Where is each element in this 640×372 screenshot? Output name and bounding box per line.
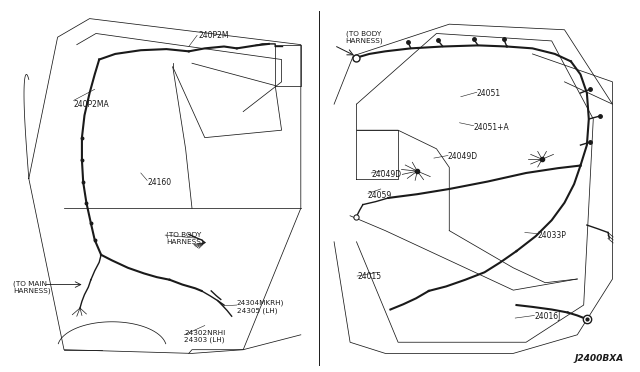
Text: 24016J: 24016J bbox=[534, 312, 561, 321]
Text: 24304MKRH)
24305 (LH): 24304MKRH) 24305 (LH) bbox=[237, 300, 284, 314]
Text: 24049D: 24049D bbox=[448, 153, 478, 161]
Text: 24049D: 24049D bbox=[371, 170, 401, 179]
Text: 240P2M: 240P2M bbox=[198, 31, 229, 40]
Text: J2400BXA: J2400BXA bbox=[575, 354, 624, 363]
Text: 24015: 24015 bbox=[357, 272, 381, 281]
Text: (TO MAIN
HARNESS): (TO MAIN HARNESS) bbox=[13, 280, 51, 294]
Text: 24051: 24051 bbox=[477, 89, 501, 98]
Text: 24033P: 24033P bbox=[538, 231, 566, 240]
Text: 240P2MA: 240P2MA bbox=[74, 100, 109, 109]
Text: (TO BODY
HARNESS): (TO BODY HARNESS) bbox=[346, 30, 383, 44]
Text: 24160: 24160 bbox=[147, 178, 172, 187]
Text: 24051+A: 24051+A bbox=[474, 123, 509, 132]
Text: 24302NRHI
24303 (LH): 24302NRHI 24303 (LH) bbox=[184, 330, 225, 343]
Text: (TO BODY
HARNESS): (TO BODY HARNESS) bbox=[166, 231, 204, 245]
Text: 24059: 24059 bbox=[368, 191, 392, 200]
